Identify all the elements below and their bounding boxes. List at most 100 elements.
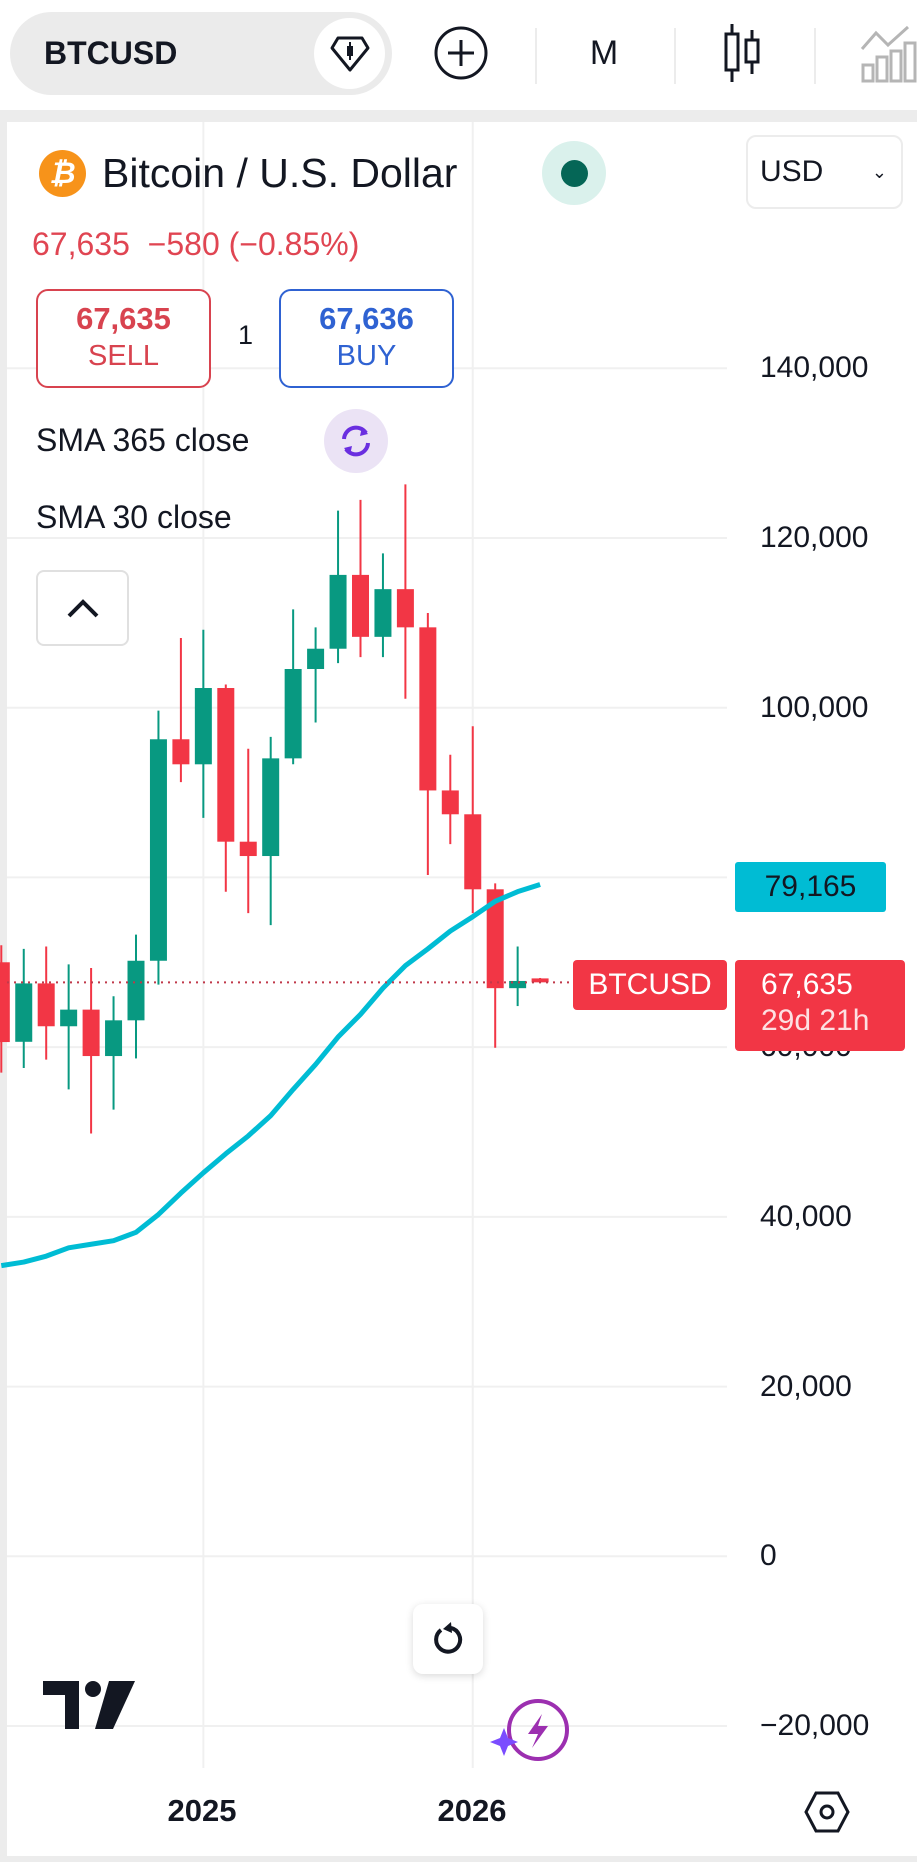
buy-button[interactable]: 67,636 BUY [279,289,454,388]
candle [105,996,123,1110]
sell-button[interactable]: 67,635 SELL [36,289,211,388]
refresh-icon[interactable] [324,409,388,473]
symbol-name: BTCUSD [44,35,178,71]
market-status-indicator[interactable] [542,141,606,205]
candle-body [37,983,55,1027]
candle-body [441,790,459,815]
price-axis-label: 0 [760,1539,777,1573]
bar-countdown: 29d 21h [761,1004,870,1037]
candle [194,629,212,818]
sma-line [0,882,541,1269]
price-axis-label: 20,000 [760,1369,852,1403]
currency-value: USD [760,155,824,188]
candle [82,967,100,1134]
candle [239,748,257,914]
price-axis-label: 120,000 [760,520,869,554]
candle-body [419,627,437,791]
time-label-2025: 2025 [167,1793,237,1828]
candle [37,946,55,1060]
candle-body [284,669,302,759]
candle-body [374,589,392,637]
price-axis-label: 100,000 [760,690,869,724]
chevron-down-icon: ⌄ [871,161,887,182]
candle [486,883,504,1048]
candle [419,612,437,876]
time-label-2026: 2026 [437,1793,507,1828]
candle-body [329,574,347,649]
tradingview-logo-icon[interactable] [43,1681,135,1734]
market-open-dot-icon [560,159,588,187]
candle [441,754,459,845]
candle-body [0,962,10,1043]
candle-body [82,1009,100,1057]
candle-body [396,589,414,628]
candle-body [239,841,257,857]
candles-icon[interactable] [718,18,766,88]
candle-body [60,1009,78,1027]
candle [307,627,325,723]
settings-icon[interactable] [804,1790,850,1839]
currency-select[interactable]: USD ⌄ [746,135,903,209]
candle-body [105,1020,123,1057]
diamond-icon[interactable] [314,18,385,89]
top-toolbar: BTCUSD M [0,0,917,110]
buy-label: BUY [336,340,397,372]
divider [674,28,676,84]
candle [127,934,145,1059]
candle [0,945,10,1073]
interval-button[interactable]: M [589,33,619,72]
plus-circle-icon[interactable] [432,18,490,88]
candle-body [531,978,549,983]
quantity[interactable]: 1 [238,320,254,350]
divider [814,28,816,84]
sell-price: 67,635 [76,301,171,336]
candle-body [486,889,504,989]
indicator-sma-30[interactable]: SMA 30 close [36,499,232,535]
chart-type-icon[interactable] [860,18,917,88]
symbol-title[interactable]: Bitcoin / U.S. Dollar [102,150,458,196]
divider [535,28,537,84]
candle [149,710,167,985]
candle-body [217,688,235,842]
chevron-up-icon [67,599,98,618]
symbol-tag: BTCUSD [573,960,727,1010]
candle [329,510,347,664]
sma-value-tag: 79,165 [735,862,886,912]
candle [352,499,369,658]
candle-body [127,960,145,1021]
sell-label: SELL [88,340,159,372]
collapse-legend-button[interactable] [36,570,129,646]
candle-body [509,980,527,989]
separator [0,110,917,122]
candle [284,609,302,765]
candle [396,484,414,699]
reset-icon [434,1622,463,1654]
bitcoin-logo-icon: ₿ [39,150,86,197]
candle-body [307,648,325,670]
last-price-tag: 67,635 29d 21h [735,960,905,1051]
candle [262,736,280,926]
candle-body [352,574,369,637]
candle-body [172,739,190,765]
indicator-sma-365[interactable]: SMA 365 close [36,422,250,458]
price-axis-label: 40,000 [760,1199,852,1233]
reset-chart-button[interactable] [413,1604,483,1674]
candle [172,638,190,783]
candle [15,948,33,1069]
ai-lightning-icon[interactable] [490,1698,570,1771]
candle-body [262,758,280,857]
candle-body [194,688,212,765]
symbol-search-pill[interactable]: BTCUSD [10,12,392,95]
candle [374,553,392,658]
candle [464,726,482,914]
candle [509,946,527,1007]
quote-change: 67,635 −580 (−0.85%) [32,226,360,262]
price-axis-label: 140,000 [760,351,869,385]
last-price: 67,635 [761,968,853,1001]
candle-body [464,814,482,890]
candle-body [149,739,167,961]
bottom-divider [0,1856,917,1862]
price-axis-label: −20,000 [760,1709,870,1743]
candle [60,964,78,1090]
